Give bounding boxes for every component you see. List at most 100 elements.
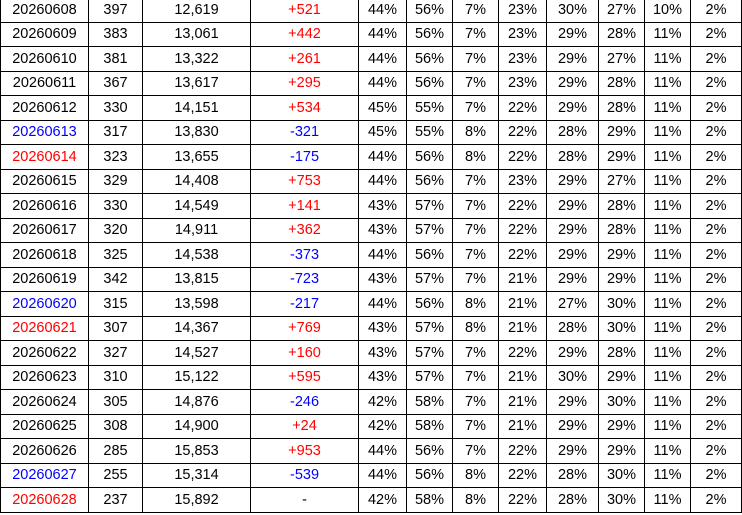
table-cell: 15,853 [142, 438, 251, 464]
table-cell: 7% [452, 242, 499, 268]
table-row: 20260625 308 14,900 +24 42% 58% 7% 21% 29% 29% 11%… [0, 413, 742, 439]
table-cell: 29% [546, 242, 599, 268]
table-cell: 30% [598, 291, 645, 317]
table-cell: 27% [598, 168, 645, 194]
table-cell: 330 [88, 193, 143, 219]
table-cell: 2% [690, 291, 742, 317]
table-cell: 27% [546, 291, 599, 317]
table-cell: 13,617 [142, 70, 251, 96]
table-cell: 28% [546, 315, 599, 341]
table-cell: 2% [690, 95, 742, 121]
table-cell: 7% [452, 168, 499, 194]
table-cell: 43% [358, 193, 407, 219]
table-cell: 42% [358, 413, 407, 439]
table-cell: 11% [644, 413, 691, 439]
table-cell: 15,892 [142, 487, 251, 513]
change-cell: +362 [250, 217, 359, 243]
table-cell: 237 [88, 487, 143, 513]
table-cell: 45% [358, 119, 407, 145]
table-cell: 28% [598, 217, 645, 243]
table-cell: 11% [644, 168, 691, 194]
table-cell: 7% [452, 46, 499, 72]
table-cell: 367 [88, 70, 143, 96]
table-row: 20260627 255 15,314 -539 44% 56% 8% 22% 28% 30% 11… [0, 462, 742, 488]
table-cell: 44% [358, 0, 407, 23]
table-cell: 29% [546, 413, 599, 439]
table-cell: 22% [498, 242, 547, 268]
table-cell: 29% [546, 95, 599, 121]
date-cell: 20260609 [0, 21, 89, 47]
table-cell: 29% [546, 193, 599, 219]
date-cell: 20260617 [0, 217, 89, 243]
table-cell: 8% [452, 315, 499, 341]
table-cell: 2% [690, 168, 742, 194]
table-cell: 2% [690, 413, 742, 439]
table-cell: 2% [690, 487, 742, 513]
table-row: 20260617 320 14,911 +362 43% 57% 7% 22% 29% 28% 11… [0, 217, 742, 243]
table-cell: 57% [406, 193, 453, 219]
date-cell: 20260623 [0, 364, 89, 390]
table-cell: 7% [452, 340, 499, 366]
table-cell: 14,900 [142, 413, 251, 439]
table-cell: 43% [358, 364, 407, 390]
table-cell: 43% [358, 217, 407, 243]
table-cell: 57% [406, 315, 453, 341]
table-cell: 58% [406, 389, 453, 415]
table-cell: 2% [690, 340, 742, 366]
table-cell: 2% [690, 21, 742, 47]
table-cell: 29% [546, 389, 599, 415]
table-cell: 28% [546, 119, 599, 145]
table-cell: 11% [644, 144, 691, 170]
date-cell: 20260611 [0, 70, 89, 96]
table-cell: 30% [546, 0, 599, 23]
table-cell: 11% [644, 266, 691, 292]
change-cell: +769 [250, 315, 359, 341]
date-cell: 20260628 [0, 487, 89, 513]
table-cell: 56% [406, 438, 453, 464]
table-cell: 2% [690, 242, 742, 268]
date-cell: 20260622 [0, 340, 89, 366]
change-cell: +160 [250, 340, 359, 366]
table-cell: 57% [406, 217, 453, 243]
table-cell: 27% [598, 46, 645, 72]
date-cell: 20260610 [0, 46, 89, 72]
table-cell: 308 [88, 413, 143, 439]
table-cell: 30% [598, 389, 645, 415]
table-cell: 2% [690, 315, 742, 341]
table-cell: 7% [452, 193, 499, 219]
table-cell: 23% [498, 70, 547, 96]
table-cell: 11% [644, 70, 691, 96]
change-cell: +141 [250, 193, 359, 219]
table-cell: 29% [598, 438, 645, 464]
table-cell: 22% [498, 438, 547, 464]
table-cell: 7% [452, 0, 499, 23]
date-cell: 20260624 [0, 389, 89, 415]
table-cell: 14,527 [142, 340, 251, 366]
table-cell: 23% [498, 0, 547, 23]
table-cell: 56% [406, 144, 453, 170]
change-cell: -723 [250, 266, 359, 292]
table-cell: 13,655 [142, 144, 251, 170]
table-cell: 22% [498, 340, 547, 366]
table-cell: 11% [644, 119, 691, 145]
table-row: 20260616 330 14,549 +141 43% 57% 7% 22% 29% 28% 11… [0, 193, 742, 219]
table-cell: 2% [690, 217, 742, 243]
table-cell: 29% [598, 144, 645, 170]
change-cell: +442 [250, 21, 359, 47]
table-row: 20260624 305 14,876 -246 42% 58% 7% 21% 29% 30% 11… [0, 389, 742, 415]
table-cell: 22% [498, 462, 547, 488]
date-cell: 20260626 [0, 438, 89, 464]
table-row: 20260609 383 13,061 +442 44% 56% 7% 23% 29% 28% 11… [0, 21, 742, 47]
date-cell: 20260618 [0, 242, 89, 268]
change-cell: -246 [250, 389, 359, 415]
table-cell: 44% [358, 291, 407, 317]
table-cell: 7% [452, 413, 499, 439]
table-cell: 323 [88, 144, 143, 170]
table-cell: 22% [498, 487, 547, 513]
table-cell: 13,598 [142, 291, 251, 317]
table-cell: 43% [358, 266, 407, 292]
table-cell: 58% [406, 413, 453, 439]
table-cell: 21% [498, 413, 547, 439]
table-cell: 11% [644, 315, 691, 341]
